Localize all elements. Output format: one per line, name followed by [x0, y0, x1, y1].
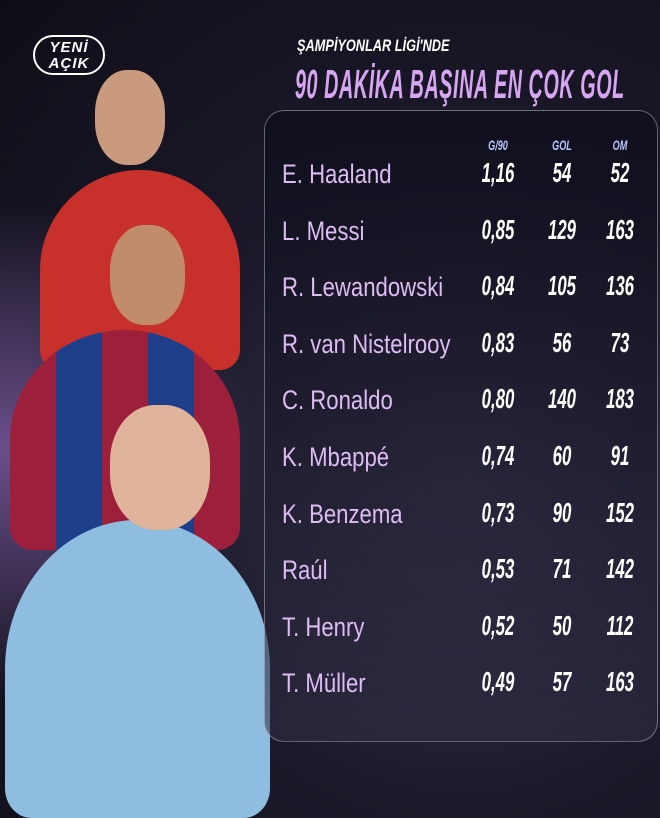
player-photo-haaland: [5, 520, 270, 818]
goals-per-90: 0,53: [481, 553, 515, 585]
goals-per-90: 0,73: [481, 496, 515, 528]
table-row: K. Benzema 0,73 90 152: [280, 495, 656, 535]
goals: 129: [547, 213, 577, 245]
table-row: L. Messi 0,85 129 163: [280, 212, 656, 252]
matches-played: 142: [605, 553, 635, 585]
goals: 57: [552, 666, 572, 698]
column-header-gol: GOL: [552, 137, 572, 153]
player-name: T. Henry: [282, 611, 365, 642]
matches-played: 183: [605, 383, 635, 415]
table-row: R. van Nistelrooy 0,83 56 73: [280, 325, 656, 365]
goals-per-90: 1,16: [481, 157, 515, 188]
yeni-acik-logo: YENİ AÇIK: [33, 35, 105, 75]
goals-per-90: 0,85: [481, 213, 515, 245]
goals: 50: [552, 609, 572, 641]
logo-line-1: YENİ: [49, 39, 89, 56]
matches-played: 112: [606, 609, 634, 641]
player-name: R. van Nistelrooy: [282, 328, 451, 359]
table-row: Raúl 0,53 71 142: [280, 551, 656, 591]
goals: 90: [552, 496, 572, 528]
goals: 140: [547, 383, 577, 415]
player-name: K. Mbappé: [282, 442, 390, 472]
matches-played: 52: [610, 157, 630, 188]
table-row: K. Mbappé 0,74 60 91: [280, 438, 656, 478]
player-name: L. Messi: [282, 215, 365, 246]
matches-played: 152: [605, 496, 635, 528]
player-head-lewandowski: [95, 70, 165, 165]
column-header-om: OM: [612, 137, 628, 153]
stats-table-card: [264, 110, 658, 742]
goals-per-90: 0,52: [481, 609, 515, 641]
goals-per-90: 0,74: [481, 440, 515, 471]
table-row: T. Henry 0,52 50 112: [280, 608, 656, 648]
table-row: C. Ronaldo 0,80 140 183: [280, 381, 656, 421]
logo-line-2: AÇIK: [48, 55, 90, 72]
page-title: 90 DAKİKA BAŞINA EN ÇOK GOL: [295, 62, 625, 108]
player-name: Raúl: [282, 555, 328, 586]
player-head-messi: [110, 225, 185, 325]
matches-played: 163: [605, 666, 635, 698]
goals-per-90: 0,49: [481, 666, 515, 698]
player-name: T. Müller: [282, 668, 366, 699]
table-row: R. Lewandowski 0,84 105 136: [280, 268, 656, 308]
matches-played: 73: [610, 326, 630, 358]
goals-per-90: 0,84: [481, 270, 515, 302]
goals: 54: [552, 157, 572, 188]
goals: 71: [552, 553, 572, 585]
subtitle: ŞAMPİYONLAR LİGİ'NDE: [297, 36, 450, 55]
player-name: K. Benzema: [282, 498, 403, 529]
player-head-haaland: [110, 405, 210, 530]
goals: 60: [552, 440, 572, 471]
column-header-g90: G/90: [488, 137, 508, 153]
player-photos: [0, 60, 275, 818]
goals-per-90: 0,80: [481, 383, 515, 415]
player-name: C. Ronaldo: [282, 385, 393, 416]
goals: 105: [547, 270, 577, 302]
goals-per-90: 0,83: [481, 326, 515, 358]
player-name: R. Lewandowski: [282, 272, 444, 303]
table-row: T. Müller 0,49 57 163: [280, 664, 656, 704]
matches-played: 163: [605, 213, 635, 245]
matches-played: 136: [605, 270, 635, 302]
goals: 56: [552, 326, 572, 358]
matches-played: 91: [610, 440, 630, 471]
player-name: E. Haaland: [282, 159, 392, 189]
table-row: E. Haaland 1,16 54 52: [280, 155, 656, 195]
